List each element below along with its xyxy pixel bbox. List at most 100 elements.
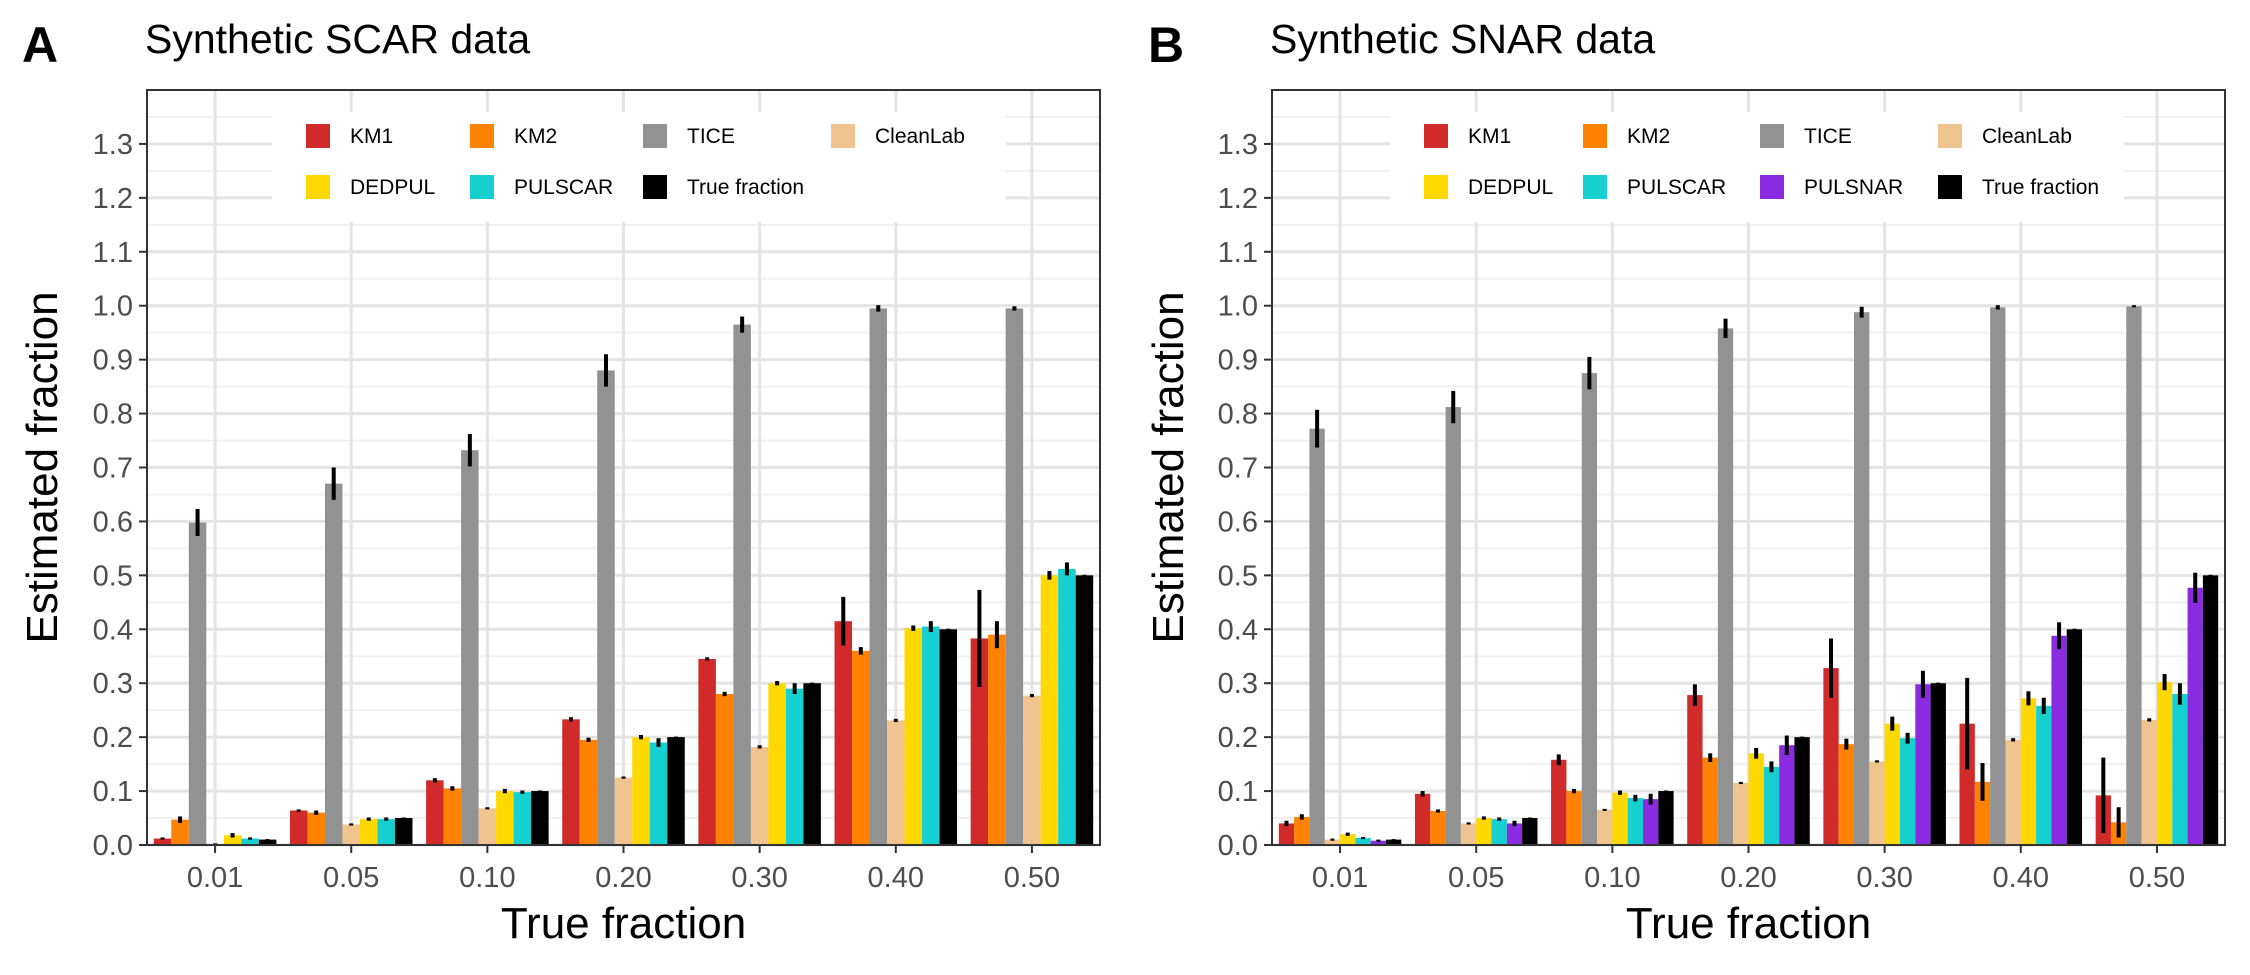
y-tick-label: 0.3 (93, 668, 133, 700)
bar-true-fraction (1386, 839, 1402, 845)
bar-cleanlab (2005, 739, 2021, 845)
bar-pulscar (513, 792, 532, 845)
y-tick-label: 1.2 (1218, 183, 1258, 215)
x-axis-title: True fraction (501, 899, 746, 948)
bar-true-fraction (939, 629, 958, 845)
bar-dedpul (632, 737, 650, 845)
bar-tice (188, 522, 207, 845)
bar-pulscar (1763, 766, 1780, 845)
bar-km1 (1959, 723, 1975, 845)
legend-label: PULSNAR (1804, 176, 1903, 199)
legend-label: CleanLab (1982, 125, 2072, 148)
legend-swatch-tice (643, 124, 667, 148)
bar-km1 (1823, 668, 1839, 845)
legend-swatch-km1 (306, 124, 330, 148)
legend-label: DEDPUL (350, 176, 435, 199)
legend-label: TICE (1804, 125, 1852, 148)
chart-title: Synthetic SCAR data (145, 16, 530, 62)
bar-pulsnar (2187, 587, 2203, 845)
bar-km2 (443, 788, 462, 845)
legend-swatch-pulscar (470, 175, 494, 199)
bar-pulsnar (2051, 635, 2067, 845)
bar-true-fraction (803, 683, 821, 845)
y-tick-label: 0.8 (93, 399, 133, 431)
bar-km1 (562, 719, 580, 845)
legend-swatch-dedpul (306, 175, 330, 199)
y-tick-label: 0.3 (1218, 668, 1258, 700)
bar-tice (1854, 312, 1870, 846)
bar-true-fraction (1658, 791, 1674, 845)
bar-dedpul (1612, 792, 1628, 845)
y-tick-label: 0.2 (93, 722, 133, 754)
y-tick-label: 0.1 (93, 776, 133, 808)
y-tick-label: 0.5 (1218, 560, 1258, 592)
bar-pulscar (377, 819, 395, 845)
bar-pulsnar (1779, 745, 1795, 845)
bar-cleanlab (1023, 695, 1041, 845)
bar-true-fraction (1794, 737, 1810, 845)
bar-cleanlab (1460, 823, 1477, 845)
bar-km2 (1430, 811, 1446, 845)
y-tick-label: 1.3 (1218, 129, 1258, 161)
y-axis-title: Estimated fraction (1144, 291, 1193, 643)
bar-tice (733, 324, 751, 845)
bar-pulscar (2172, 694, 2188, 845)
bar-dedpul (904, 628, 923, 845)
bar-pulscar (241, 838, 259, 845)
y-tick-label: 0.4 (1218, 614, 1258, 646)
legend-swatch-km1 (1424, 124, 1448, 148)
y-tick-label: 0.6 (93, 506, 133, 538)
y-tick-label: 0.8 (1218, 399, 1258, 431)
legend-label: KM1 (1468, 125, 1511, 148)
bar-dedpul (223, 835, 242, 845)
bar-tice (2126, 306, 2142, 846)
legend-swatch-true-fraction (1938, 175, 1962, 199)
bar-true-fraction (1522, 818, 1538, 845)
bar-km2 (1974, 781, 1991, 845)
bar-pulscar (649, 742, 668, 845)
bar-cleanlab (1733, 782, 1749, 845)
legend-label: DEDPUL (1468, 176, 1553, 199)
bar-cleanlab (1324, 839, 1341, 845)
bar-dedpul (359, 819, 378, 845)
y-tick-label: 0.7 (93, 453, 133, 485)
x-tick-label: 0.50 (1004, 862, 1060, 894)
y-tick-label: 1.3 (93, 129, 133, 161)
bar-km2 (988, 634, 1006, 845)
bar-pulscar (1058, 568, 1076, 845)
bar-km2 (852, 650, 870, 845)
bar-dedpul (1040, 575, 1059, 845)
chart-title: Synthetic SNAR data (1270, 16, 1655, 62)
bar-km2 (579, 739, 598, 845)
bar-cleanlab (1597, 809, 1613, 845)
legend-label: True fraction (687, 176, 804, 199)
y-tick-label: 0.9 (93, 345, 133, 377)
y-tick-label: 1.0 (93, 291, 133, 323)
bar-tice (1005, 308, 1024, 845)
bar-km1 (289, 810, 308, 845)
legend-label: KM2 (514, 125, 557, 148)
bar-tice (597, 370, 615, 845)
bar-pulsnar (1506, 823, 1523, 845)
bar-km1 (426, 780, 444, 845)
legend-label: PULSCAR (514, 176, 613, 199)
bar-km1 (1414, 793, 1431, 845)
bar-dedpul (768, 683, 786, 845)
x-tick-label: 0.10 (459, 862, 515, 894)
x-tick-label: 0.01 (187, 862, 243, 894)
y-tick-label: 0.0 (93, 830, 133, 862)
x-tick-label: 0.20 (595, 862, 651, 894)
bar-pulscar (785, 688, 804, 845)
bar-pulsnar (1370, 840, 1387, 845)
bar-km1 (153, 838, 172, 845)
legend-label: PULSCAR (1627, 176, 1726, 199)
x-tick-label: 0.05 (1448, 862, 1504, 894)
bar-cleanlab (1869, 761, 1885, 845)
bar-km2 (1294, 816, 1310, 845)
bar-true-fraction (1075, 575, 1094, 845)
bar-true-fraction (2066, 629, 2083, 845)
panel-b: B Synthetic SNAR data 0.0 0.1 0.2 0.3 0.4 0.5 0.… (1144, 16, 2226, 948)
bar-cleanlab (478, 808, 497, 845)
y-tick-label: 1.1 (93, 237, 133, 269)
bar-cleanlab (614, 777, 633, 845)
